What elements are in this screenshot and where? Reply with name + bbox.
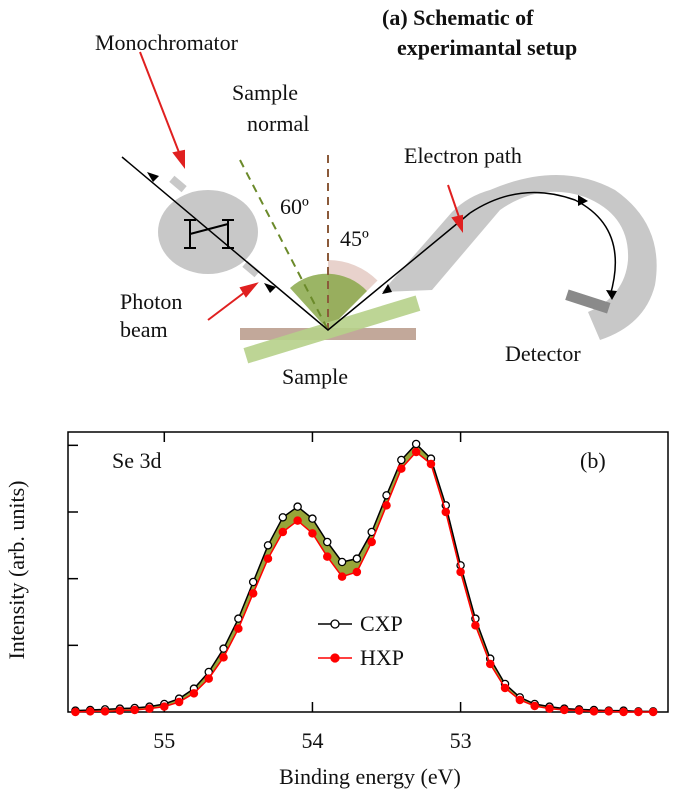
- data-point: [219, 653, 228, 662]
- data-point: [263, 541, 273, 550]
- grating: [184, 219, 234, 249]
- data-point: [441, 507, 451, 517]
- label: Sample: [282, 364, 348, 389]
- series-line: [75, 442, 654, 713]
- data-point: [500, 683, 510, 693]
- data-point: [130, 705, 139, 715]
- data-point: [219, 644, 228, 653]
- data-point: [263, 554, 273, 563]
- data-point: [560, 705, 569, 715]
- plot-frame: [67, 431, 669, 713]
- data-point: [352, 567, 362, 577]
- schematic: (a) Schematic of experimantal setup Mono…: [95, 5, 657, 389]
- panel-title: experimantal setup: [397, 35, 577, 60]
- electron-path: [469, 191, 617, 297]
- label: Monochromator: [95, 30, 239, 55]
- data-point: [278, 513, 288, 522]
- data-point: [293, 516, 302, 525]
- x-axis-label: Binding energy (eV): [279, 764, 461, 789]
- mono-slit: [242, 260, 260, 278]
- data-point: [411, 447, 421, 457]
- label: Detector: [505, 341, 581, 366]
- y-axis-label: Intensity (arb. units): [4, 480, 29, 659]
- data-point: [352, 554, 362, 563]
- data-point: [308, 514, 317, 523]
- legend-label: HXP: [360, 645, 404, 670]
- pointers: [139, 51, 463, 321]
- data-point: [248, 577, 258, 587]
- mono-slit: [169, 175, 187, 193]
- label: Electron path: [404, 143, 522, 168]
- data-point: [574, 706, 584, 715]
- data-point: [530, 701, 539, 711]
- legend-label: CXP: [360, 611, 403, 636]
- data-point: [145, 704, 154, 713]
- data-point: [456, 567, 465, 577]
- data-point: [115, 706, 125, 715]
- label: Sample: [232, 80, 298, 105]
- data-point: [397, 464, 406, 473]
- data-point: [485, 659, 495, 669]
- data-point: [293, 502, 302, 511]
- data-point: [648, 707, 658, 717]
- series-line: [75, 450, 654, 713]
- angle-label: 45º: [340, 226, 369, 251]
- data-point: [174, 697, 184, 707]
- data-point: [160, 702, 169, 711]
- data-point: [604, 707, 613, 716]
- legend-marker: [330, 653, 340, 663]
- data-point: [248, 589, 258, 598]
- data-point: [619, 707, 628, 717]
- data-point: [426, 459, 436, 469]
- data-point: [589, 707, 599, 716]
- analyzer: [382, 175, 657, 340]
- sample-plate: [243, 295, 421, 364]
- x-tick-label: 53: [450, 728, 472, 753]
- annotation: Se 3d: [112, 448, 162, 473]
- x-tick-label: 54: [301, 728, 323, 753]
- label: normal: [247, 111, 309, 136]
- data-point: [515, 695, 525, 705]
- panel-label: (b): [580, 448, 606, 473]
- data-point: [411, 439, 421, 449]
- angle-label: 60º: [280, 194, 309, 219]
- data-point: [204, 674, 213, 683]
- detector: [565, 289, 611, 314]
- difference-fill: [75, 444, 654, 712]
- monochromator-body: [158, 190, 258, 274]
- incidence-line: [239, 159, 329, 331]
- data-point: [397, 455, 406, 465]
- label: Photon: [120, 289, 182, 314]
- data-point: [100, 707, 110, 716]
- data-point: [545, 704, 554, 713]
- data-point: [71, 707, 80, 717]
- x-tick-label: 55: [153, 728, 175, 753]
- data-point: [323, 552, 332, 561]
- legend-marker: [330, 619, 340, 629]
- label: beam: [120, 317, 168, 342]
- panel-title: (a) Schematic of: [382, 5, 534, 30]
- data-point: [337, 572, 347, 581]
- data-point: [323, 537, 332, 547]
- data-point: [367, 537, 376, 547]
- data-point: [189, 689, 199, 698]
- data-point: [382, 501, 391, 510]
- beam: [121, 156, 471, 331]
- data-point: [278, 527, 288, 537]
- data-point: [308, 529, 317, 538]
- data-point: [471, 621, 480, 630]
- data-point: [337, 557, 347, 567]
- data-point: [634, 707, 643, 717]
- data-point: [85, 707, 95, 716]
- data-point: [234, 624, 243, 633]
